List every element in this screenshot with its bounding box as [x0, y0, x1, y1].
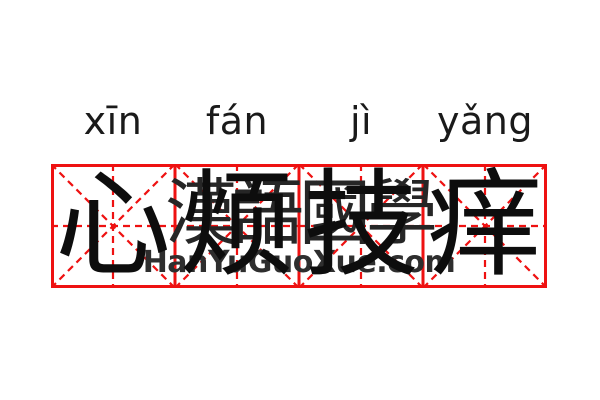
pinyin-row: xīn fán jì yǎng: [51, 98, 547, 144]
hanzi-character-4: 痒: [427, 158, 543, 293]
hanzi-character-2: 烦: [179, 158, 295, 293]
hanzi-character-1: 心: [55, 158, 171, 293]
pinyin-syllable-1: xīn: [83, 99, 143, 143]
watermark-domain-text: HanYuGuoXue.com: [142, 245, 456, 280]
hanzi-row: 心 烦 技 痒: [51, 164, 547, 288]
practice-grid: 漢語國學 HanYuGuoXue.com 心 烦 技 痒: [51, 164, 547, 288]
pinyin-syllable-3: jì: [349, 99, 373, 143]
mi-zi-ge-grid-lines: [51, 164, 547, 288]
pinyin-syllable-2: fán: [205, 99, 269, 143]
hanzi-character-3: 技: [303, 158, 419, 293]
pinyin-syllable-4: yǎng: [437, 99, 533, 143]
watermark-cjk-text: 漢語國學: [164, 171, 438, 255]
